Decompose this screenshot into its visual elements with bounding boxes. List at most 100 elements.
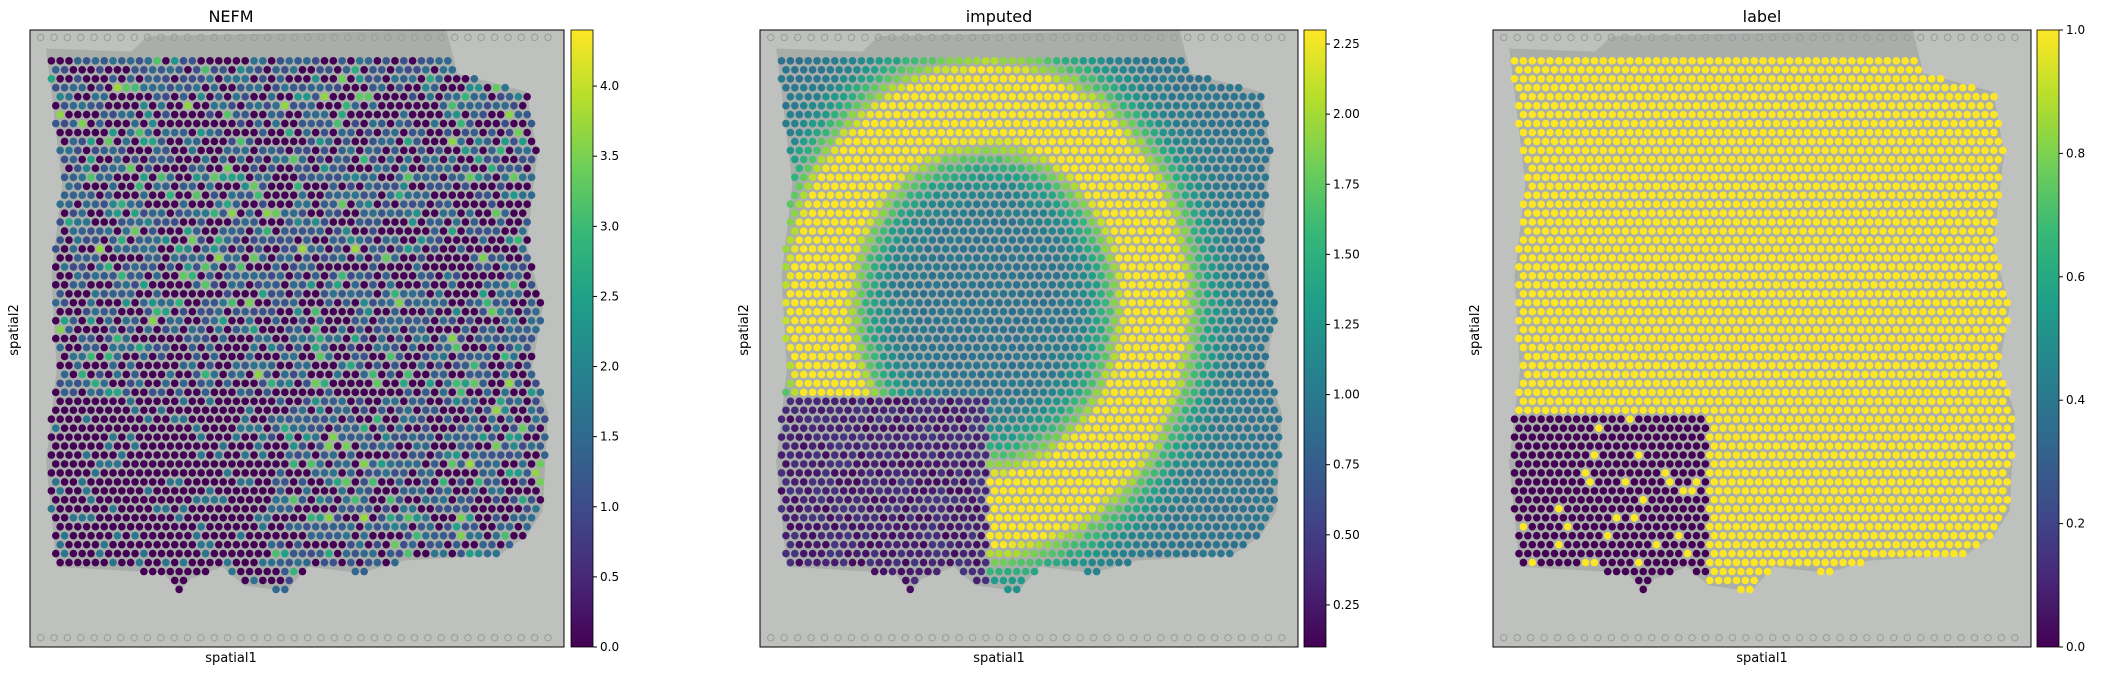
spot xyxy=(1048,83,1057,92)
fiducial-dot xyxy=(197,634,205,642)
spot xyxy=(1128,66,1136,74)
spot xyxy=(391,325,399,334)
spot xyxy=(144,487,153,495)
spot xyxy=(457,155,465,164)
spot xyxy=(1021,155,1030,164)
spot xyxy=(430,137,439,146)
spot xyxy=(901,128,910,137)
spot xyxy=(1208,316,1216,325)
spot xyxy=(109,522,117,531)
spot xyxy=(223,236,232,244)
spot xyxy=(267,128,276,137)
spot xyxy=(430,298,439,307)
spot xyxy=(298,513,307,522)
spot xyxy=(1119,173,1128,182)
spot xyxy=(1265,307,1274,316)
spot xyxy=(122,101,131,110)
spot xyxy=(188,397,197,406)
spot xyxy=(474,424,483,432)
spot xyxy=(355,361,364,370)
spot xyxy=(320,433,329,441)
spot xyxy=(355,522,364,531)
spot xyxy=(404,316,413,325)
spot xyxy=(1088,200,1097,208)
spot xyxy=(488,92,496,101)
spot xyxy=(1177,289,1185,298)
spot xyxy=(946,218,954,226)
spot xyxy=(206,469,214,477)
spot xyxy=(276,200,285,208)
fiducial-dot xyxy=(410,634,419,642)
spot xyxy=(56,146,64,155)
spot xyxy=(795,128,804,137)
spot xyxy=(1172,191,1181,200)
spot xyxy=(813,307,821,316)
spot xyxy=(294,110,302,119)
spot xyxy=(523,92,531,101)
spot xyxy=(1097,128,1105,137)
spot xyxy=(1128,173,1136,182)
spot xyxy=(505,236,514,244)
spot xyxy=(382,540,390,549)
spot xyxy=(228,406,236,415)
spot xyxy=(448,209,457,217)
spot xyxy=(795,325,804,334)
spot xyxy=(157,549,166,558)
spot xyxy=(430,513,439,522)
spot xyxy=(400,325,408,334)
spot xyxy=(377,191,386,200)
spot xyxy=(267,487,276,495)
spot xyxy=(1257,164,1265,173)
spot xyxy=(316,352,324,361)
spot xyxy=(241,146,250,155)
spot xyxy=(325,513,333,522)
spot xyxy=(219,406,227,415)
spot xyxy=(1115,146,1123,155)
spot xyxy=(166,549,175,558)
spot xyxy=(316,281,324,289)
spot xyxy=(69,66,78,74)
spot xyxy=(492,137,501,146)
spot xyxy=(514,487,523,495)
spot xyxy=(104,101,113,110)
spot xyxy=(126,182,135,191)
spot xyxy=(1061,289,1070,298)
spot xyxy=(1146,173,1154,182)
spot xyxy=(179,540,188,549)
spot xyxy=(417,200,426,208)
fiducial-dot xyxy=(1130,634,1138,642)
spot xyxy=(303,200,311,208)
spot xyxy=(848,236,857,244)
spot xyxy=(501,370,509,379)
spot xyxy=(360,119,368,128)
spot xyxy=(973,200,981,208)
spot xyxy=(461,272,470,280)
spot xyxy=(153,128,161,137)
spot xyxy=(166,101,175,110)
spot xyxy=(263,137,272,146)
spot xyxy=(179,182,188,191)
spot xyxy=(1190,245,1199,253)
spot xyxy=(523,254,531,262)
spot xyxy=(135,487,144,495)
spot xyxy=(267,200,276,208)
spot xyxy=(408,110,417,119)
spot xyxy=(1186,236,1194,244)
spot xyxy=(170,540,179,549)
spot xyxy=(1030,173,1039,182)
spot xyxy=(862,209,870,217)
spot xyxy=(941,209,950,217)
spot xyxy=(364,236,373,244)
spot xyxy=(250,218,258,226)
spot xyxy=(184,460,192,468)
spot xyxy=(267,57,276,65)
spot xyxy=(188,361,197,370)
spot xyxy=(977,173,986,182)
spot xyxy=(170,325,179,334)
spot xyxy=(113,155,122,164)
spot xyxy=(479,522,487,531)
spot xyxy=(131,298,139,307)
spot xyxy=(192,191,201,200)
spot xyxy=(113,388,122,397)
spot xyxy=(179,289,188,298)
